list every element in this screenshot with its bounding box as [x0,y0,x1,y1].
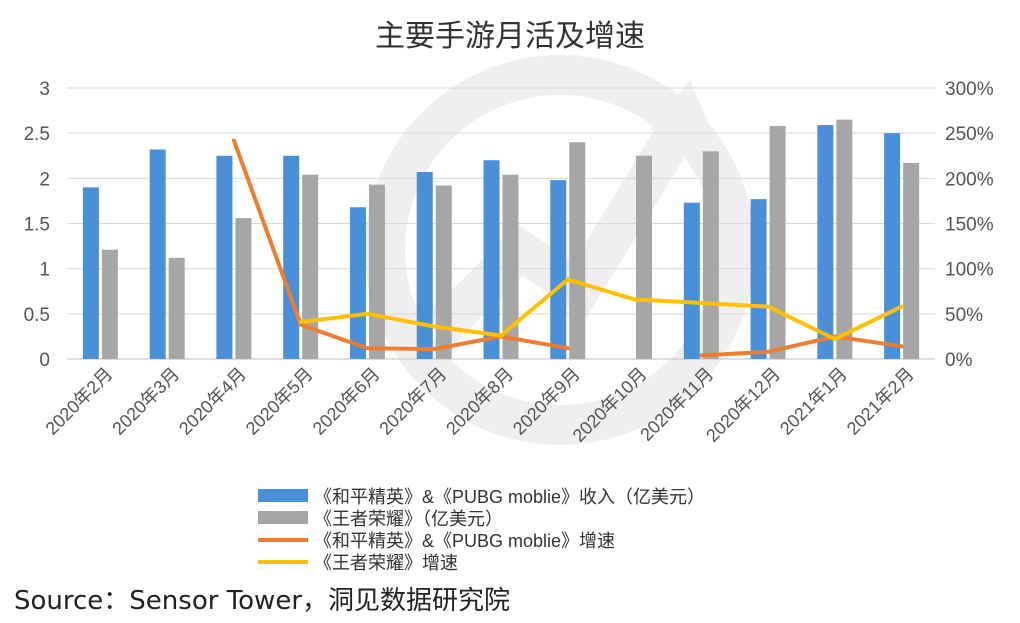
series-line [231,138,570,352]
right-tick-label: 100% [945,260,994,281]
x-axis: 2020年2月2020年3月2020年4月2020年5月2020年6月2020年… [42,364,918,446]
right-tick-label: 250% [945,124,994,145]
bar [349,207,366,359]
left-tick-label: 0.5 [24,305,50,326]
bar [502,174,519,359]
lines [231,138,904,358]
bar [750,199,767,359]
bar [216,155,233,359]
legend-label: 《王者荣耀》增速 [314,553,458,573]
source-note: Source：Sensor Tower，洞见数据研究院 [14,586,511,616]
bar [149,149,166,359]
x-tick-label: 2020年4月 [175,364,250,439]
bar [683,202,700,359]
legend-swatch [258,511,308,524]
right-tick-label: 50% [945,305,983,326]
legend-label: 《和平精英》&《PUBG moblie》收入（亿美元） [314,487,705,507]
left-axis: 0 0.5 1 1.5 2 2.5 3 [24,79,50,371]
legend: 《和平精英》&《PUBG moblie》收入（亿美元）《王者荣耀》（亿美元）《和… [258,487,705,573]
right-tick-label: 150% [945,215,994,236]
bar [235,218,252,359]
x-tick-label: 2021年1月 [776,364,851,439]
x-tick-label: 2020年3月 [108,364,183,439]
x-tick-label: 2021年2月 [843,364,918,439]
bar [836,119,853,359]
bar [101,249,118,359]
legend-swatch [258,489,308,502]
right-tick-label: 300% [945,79,994,100]
left-tick-label: 2.5 [24,124,50,145]
left-tick-label: 1 [39,260,50,281]
bar [283,155,300,359]
bar [769,125,786,359]
bar [550,180,567,359]
bar [903,162,920,359]
series-line [298,277,904,342]
bar [368,184,385,359]
x-tick-label: 2020年5月 [242,364,317,439]
watermark-logo [365,55,755,445]
x-tick-label: 2020年2月 [42,364,117,439]
chart: 主要手游月活及增速 0 0.5 1 1.5 2 2.5 3 0% 50% 100% 150% 200… [24,19,994,573]
left-tick-label: 1.5 [24,215,50,236]
bar [702,151,719,359]
chart-title: 主要手游月活及增速 [375,19,645,54]
right-axis: 0% 50% 100% 150% 200% 250% 300% [945,79,994,371]
bar [168,257,185,359]
bar [569,142,586,359]
bar [817,125,834,359]
grid [67,87,935,360]
bar [302,174,319,359]
bars [82,119,920,359]
bar [884,133,901,359]
bar [636,155,653,359]
left-tick-label: 3 [39,79,50,100]
bar [483,160,500,359]
legend-label: 《和平精英》&《PUBG moblie》增速 [314,531,615,551]
bar [416,172,433,359]
right-tick-label: 200% [945,169,994,190]
left-tick-label: 0 [39,350,50,371]
x-tick-label: 2020年6月 [309,364,384,439]
series-line [699,334,904,358]
bar [82,187,99,359]
bar [435,185,452,359]
left-tick-label: 2 [39,169,50,190]
legend-label: 《王者荣耀》（亿美元） [314,509,503,529]
right-tick-label: 0% [945,350,973,371]
